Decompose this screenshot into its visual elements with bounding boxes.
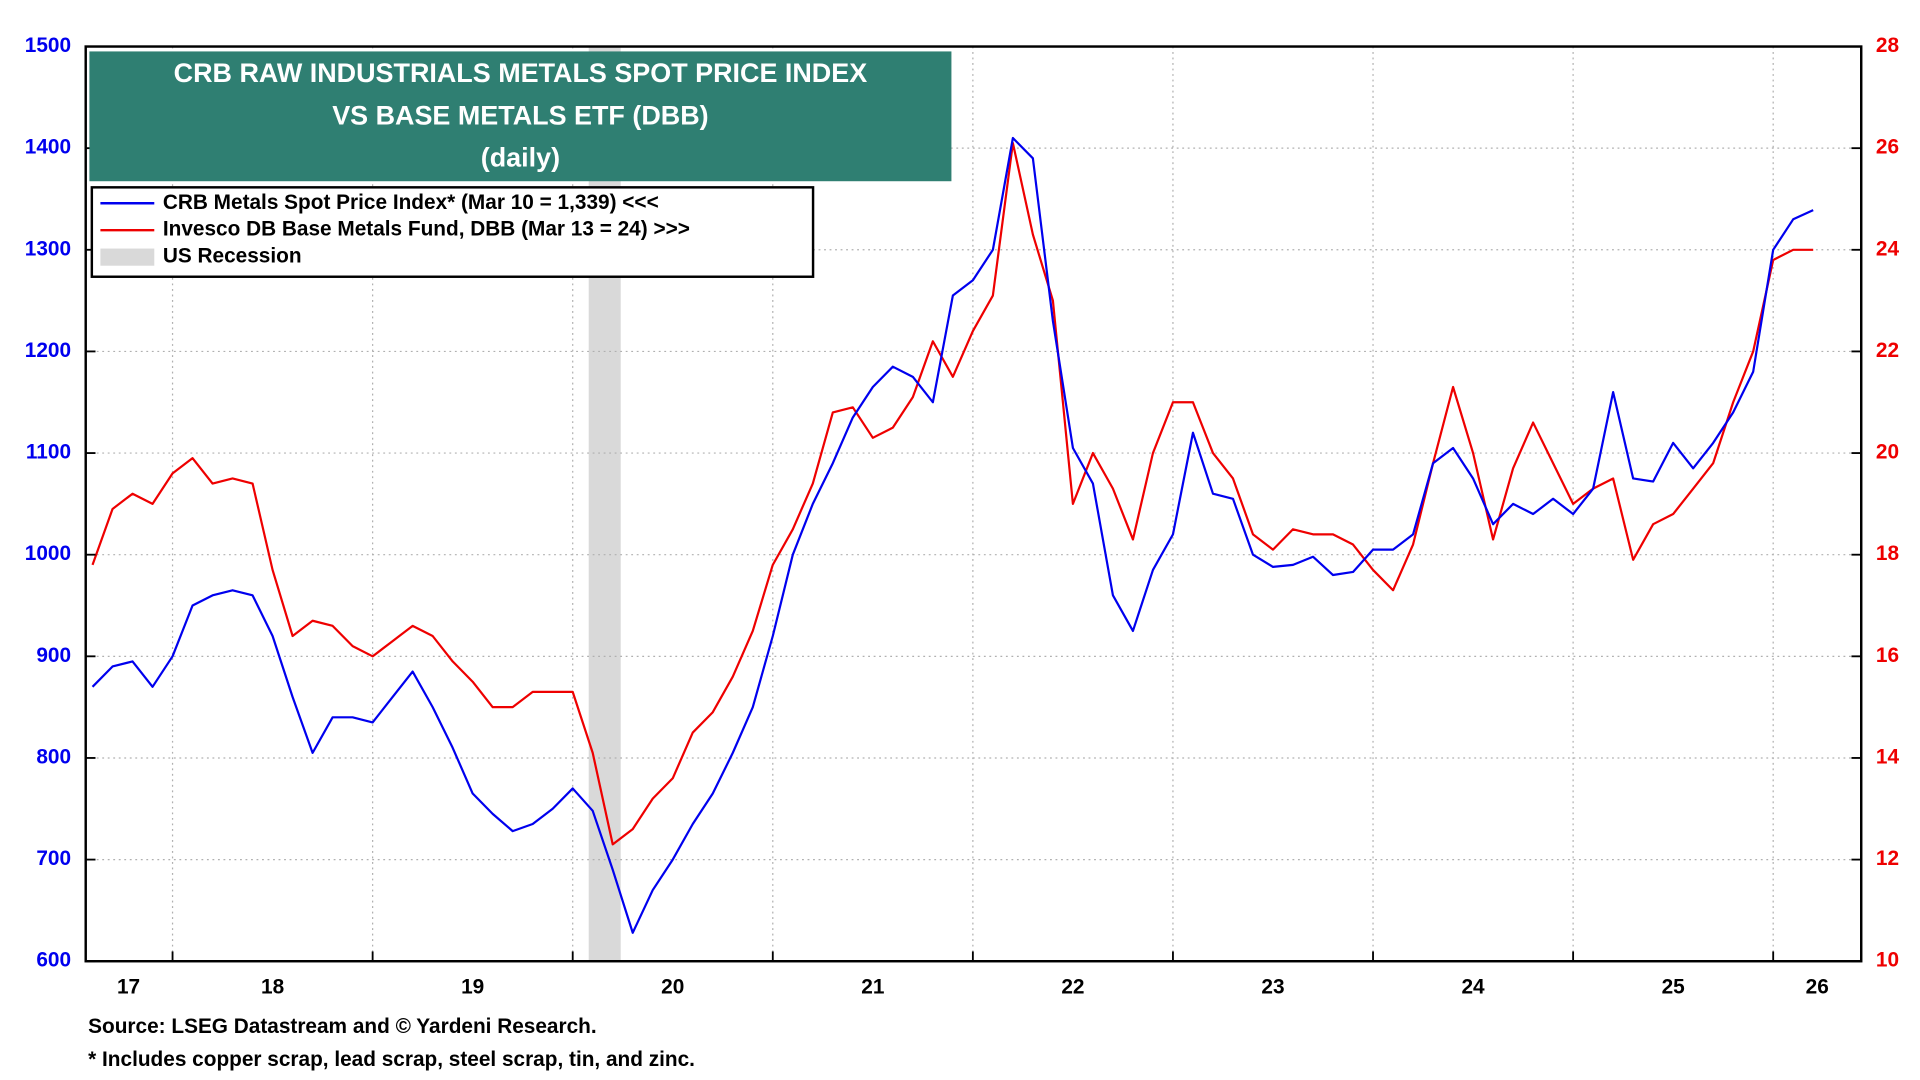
y2-tick-label: 12 <box>1876 847 1899 870</box>
x-tick-label: 20 <box>661 976 684 999</box>
y2-tick-label: 28 <box>1876 34 1899 57</box>
recession-band <box>588 46 621 962</box>
y-tick-label: 1100 <box>26 441 71 464</box>
x-tick-label: 26 <box>1806 976 1829 999</box>
y-tick-label: 1400 <box>25 136 71 159</box>
x-tick-label: 21 <box>861 976 884 999</box>
y-tick-label: 1300 <box>25 237 71 260</box>
legend-box <box>90 186 815 278</box>
source-note: Source: LSEG Datastream and © Yardeni Re… <box>88 1015 597 1038</box>
y2-tick-label: 18 <box>1876 542 1899 565</box>
y2-tick-label: 14 <box>1876 745 1900 768</box>
x-tick-label: 17 <box>117 976 140 999</box>
legend-label: US Recession <box>163 245 302 268</box>
legend-label: Invesco DB Base Metals Fund, DBB (Mar 13… <box>163 218 690 241</box>
y-tick-label: 600 <box>36 949 71 972</box>
y2-tick-label: 20 <box>1876 441 1899 464</box>
chart-subtitle: (daily) <box>481 142 560 172</box>
y-tick-label: 800 <box>36 745 71 768</box>
x-tick-label: 19 <box>461 976 484 999</box>
plot-frame <box>84 45 1863 963</box>
y-tick-label: 700 <box>36 847 71 870</box>
legend-swatch <box>100 248 155 266</box>
legend-label: CRB Metals Spot Price Index* (Mar 10 = 1… <box>163 191 659 214</box>
y2-tick-label: 26 <box>1876 136 1899 159</box>
chart-title: CRB RAW INDUSTRIALS METALS SPOT PRICE IN… <box>174 58 868 88</box>
y-tick-label: 1000 <box>25 542 71 565</box>
y2-tick-label: 24 <box>1876 237 1900 260</box>
x-tick-label: 23 <box>1261 976 1284 999</box>
series-line <box>91 136 1814 934</box>
y-tick-label: 1500 <box>25 34 71 57</box>
legend: CRB Metals Spot Price Index* (Mar 10 = 1… <box>90 186 815 278</box>
x-tick-label: 22 <box>1061 976 1084 999</box>
y2-tick-label: 22 <box>1876 339 1899 362</box>
plot-area <box>85 45 1862 962</box>
x-tick-label: 24 <box>1461 976 1485 999</box>
chart-title: VS BASE METALS ETF (DBB) <box>332 101 708 131</box>
series-line <box>91 141 1814 846</box>
x-tick-label: 18 <box>261 976 284 999</box>
y2-tick-label: 16 <box>1876 644 1899 667</box>
y-tick-label: 1200 <box>25 339 71 362</box>
x-tick-label: 25 <box>1662 976 1685 999</box>
footnote: * Includes copper scrap, lead scrap, ste… <box>88 1048 695 1071</box>
y2-tick-label: 10 <box>1876 949 1899 972</box>
y-tick-label: 900 <box>36 644 71 667</box>
title-box <box>89 51 952 182</box>
